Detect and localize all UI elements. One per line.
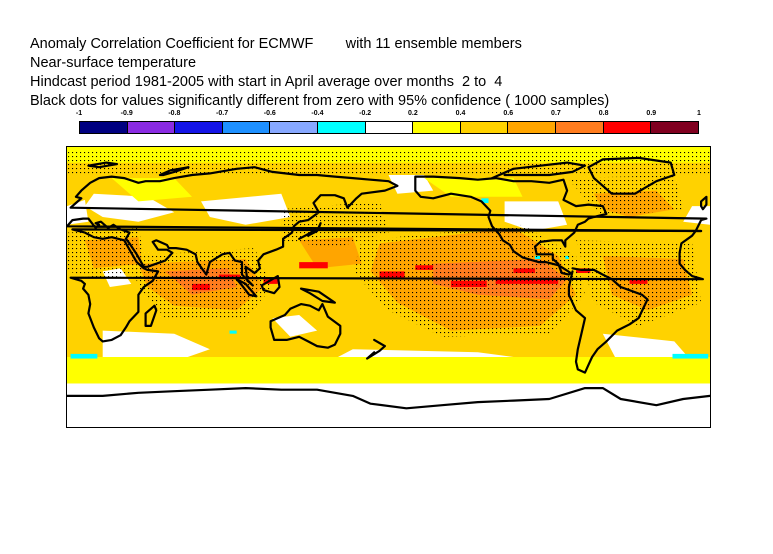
title-line-3: Hindcast period 1981-2005 with start in …: [30, 74, 503, 90]
world-map: [67, 147, 710, 427]
colorbar-box-3: [222, 122, 271, 133]
coastline-japan: [298, 222, 322, 240]
field-southern-ocean-yellow: [67, 357, 710, 384]
coastline-africa: [69, 228, 705, 343]
field-bering-white: [388, 175, 434, 194]
coastline-svalbard: [87, 161, 119, 169]
dots-pacific: [352, 224, 585, 337]
colorbar-box-4: [270, 122, 319, 133]
map-frame: [66, 146, 711, 428]
colorbar-tick-label: -0.9: [120, 110, 133, 117]
colorbar: [79, 121, 699, 134]
colorbar-tick-label: 0.6: [503, 110, 514, 117]
coastline-greenland: [587, 156, 676, 195]
dots-arctic: [67, 150, 710, 175]
coastline-australia: [269, 303, 342, 349]
coastline-novaya-zemlya: [158, 166, 190, 177]
coastline-canadian-archipelago: [491, 161, 587, 180]
field-central-asia-white: [201, 193, 291, 225]
field-cyan-patch: [229, 330, 237, 334]
coastline-new-guinea: [299, 287, 336, 304]
coastline-sumatra: [235, 278, 258, 298]
colorbar-box-7: [413, 122, 461, 133]
colorbar-tick-label: -0.8: [168, 110, 181, 117]
colorbar-box-5: [318, 122, 366, 133]
field-cyan-patch: [70, 353, 98, 359]
coastline-borneo: [260, 275, 281, 295]
dots-atlantic: [576, 240, 702, 326]
coastline-north-america: [414, 175, 608, 276]
title-line-2: Near-surface temperature: [30, 55, 197, 71]
colorbar-tick-label: -0.6: [263, 110, 276, 117]
field-red-patch: [299, 262, 328, 269]
colorbar-box-1: [127, 122, 176, 133]
colorbar-tick-label: -0.4: [311, 110, 324, 117]
colorbar-box-2: [175, 122, 223, 133]
title-line-1: Anomaly Correlation Coefficient for ECMW…: [30, 36, 522, 52]
coastline-south-america: [567, 267, 649, 374]
colorbar-box-11: [603, 122, 652, 133]
dots-indian: [129, 248, 273, 319]
colorbar-box-8: [460, 122, 509, 133]
coastline-eurasia: [67, 166, 708, 287]
field-cyan-patch: [481, 198, 489, 203]
field-cyan-patch: [672, 353, 709, 359]
coastline-new-zealand: [366, 338, 386, 360]
field-red-patch: [263, 279, 278, 284]
colorbar-tick-label: 0.8: [598, 110, 609, 117]
field-russia-yellow: [111, 178, 192, 202]
colorbar-box-0: [80, 122, 128, 133]
field-south-indian-white: [102, 330, 210, 362]
colorbar-tick-label: 0.2: [407, 110, 418, 117]
title-line-4: Black dots for values significantly diff…: [30, 93, 610, 109]
field-australia-white: [272, 315, 318, 337]
colorbar-tick-label: 1: [697, 110, 701, 117]
colorbar-tick-label: 0.9: [646, 110, 657, 117]
coastline-madagascar: [144, 304, 158, 327]
colorbar-box-6: [365, 122, 414, 133]
colorbar-tick-label: 0.4: [455, 110, 466, 117]
colorbar-tick-label: 0.7: [551, 110, 561, 117]
coastline-antarctica: [67, 387, 710, 410]
colorbar-box-9: [508, 122, 557, 133]
colorbar-tick-labels: -1 -0.9 -0.8 -0.7 -0.6 -0.4 -0.2 0.2 0.4 0.6 0.7 0.…: [0, 110, 773, 120]
colorbar-tick-label: -0.2: [359, 110, 372, 117]
coastline-britain: [699, 195, 708, 211]
colorbar-box-10: [556, 122, 604, 133]
colorbar-box-12: [651, 122, 698, 133]
colorbar-tick-label: -0.7: [216, 110, 229, 117]
colorbar-tick-label: -1: [75, 110, 83, 117]
field-alaska-yellow: [424, 178, 523, 197]
